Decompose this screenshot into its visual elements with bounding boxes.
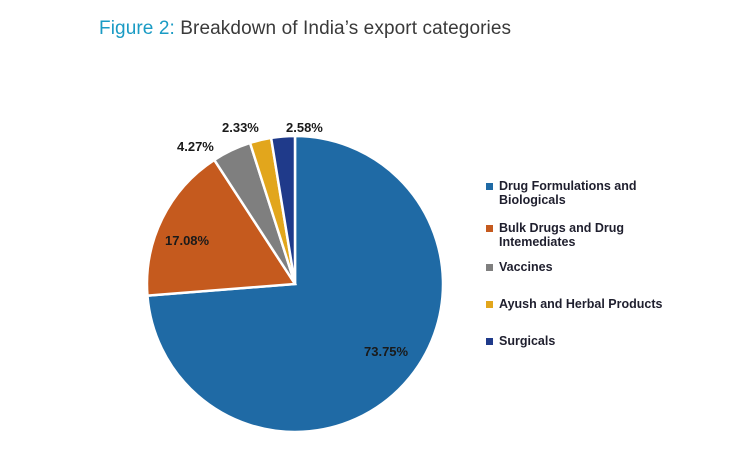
legend-label: Drug Formulations and (499, 179, 637, 193)
legend-item-vaccines: Vaccines (486, 260, 553, 274)
slice-label-surgicals: 2.58% (286, 120, 323, 135)
legend-label: Bulk Drugs and Drug (499, 221, 625, 235)
legend-swatch (486, 338, 493, 345)
legend-item-bulk-drugs: Bulk Drugs and Drug Intemediates (486, 221, 624, 249)
figure-title: Figure 2: Breakdown of India’s export ca… (99, 18, 511, 40)
slice-label-drug-formulations: 73.75% (364, 344, 409, 359)
legend-label: Ayush and Herbal Products (499, 297, 663, 311)
legend-swatch (486, 301, 493, 308)
slice-label-vaccines: 4.27% (177, 139, 214, 154)
legend-label: Surgicals (499, 334, 556, 348)
legend-label: Intemediates (499, 235, 576, 249)
figure-caption: Breakdown of India’s export categories (174, 18, 512, 39)
slice-label-ayush: 2.33% (222, 120, 259, 135)
pie-slice (269, 134, 297, 285)
legend-swatch (486, 183, 493, 190)
legend-swatch (486, 225, 493, 232)
pie-slice (145, 158, 298, 298)
legend-item-drug-formulations: Drug Formulations and Biologicals (486, 179, 637, 207)
legend-label: Biologicals (499, 193, 566, 207)
slice-label-bulk-drugs: 17.08% (165, 233, 210, 248)
figure-number: Figure 2: (99, 18, 175, 39)
pie-slices (145, 134, 445, 434)
legend-label: Vaccines (499, 260, 553, 274)
legend-swatch (486, 264, 493, 271)
legend-item-ayush: Ayush and Herbal Products (486, 297, 662, 311)
legend-item-surgicals: Surgicals (486, 334, 555, 348)
